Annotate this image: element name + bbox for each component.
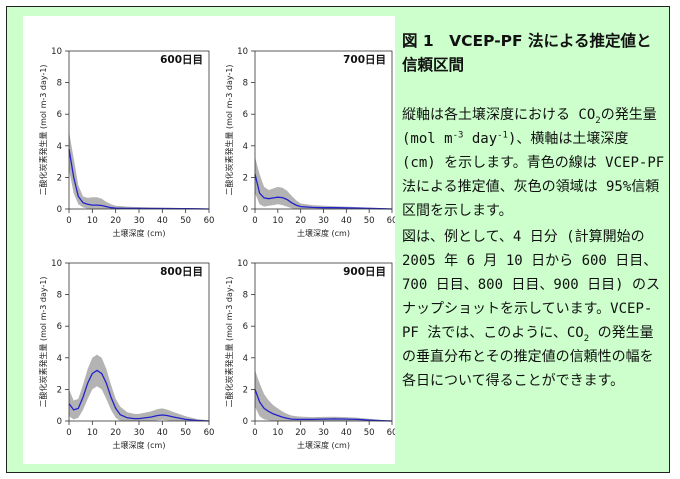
x-tick-label: 40 [341,428,352,438]
estimate-line [68,369,210,422]
x-tick-label: 40 [341,216,352,226]
x-tick-label: 60 [204,216,215,226]
y-tick-label: 4 [243,142,248,152]
y-tick-label: 6 [57,110,62,120]
x-tick-label: 0 [252,428,257,438]
caption-p1-text-d: )、横軸は土壌深度 (cm) を示します。青色の線は VCEP-PF 法による推… [402,131,665,219]
plot-frame [68,50,210,210]
x-tick-label: 10 [272,216,283,226]
x-tick-label: 60 [387,428,395,438]
caption-title: 図 1 VCEP-PF 法による推定値と信頼区間 [402,32,652,74]
confidence-band [69,354,209,421]
chart-panel-3: 0 10 20 30 40 50 60 0 2 4 6 8 10 土壌深度 (cm) 二酸化炭素発生量 (m… [38,259,214,450]
y-tick-label: 8 [57,79,62,89]
y-tick-label: 2 [57,385,62,395]
plot-frame [68,262,210,422]
y-tick-label: 10 [237,259,248,269]
caption-p1-sub-1: 2 [595,115,601,126]
panel-day-label: 900日目 [343,266,386,278]
caption-p1-text-a: 縦軸は各土壌深度における CO [402,107,596,123]
y-tick-label: 4 [57,142,62,152]
chart-panel-4: 0 10 20 30 40 50 60 0 2 4 6 8 10 土壌深度 (cm) 二酸化炭素発生量 (m… [224,259,395,450]
caption-p1-sup-2: -1 [497,130,508,141]
chart-panel-1: 0 10 20 30 40 50 60 0 2 4 6 8 10 土壌深度 (cm) 二酸化炭素発生量 (m… [38,47,214,238]
caption-p1-sup-1: -3 [452,130,464,141]
x-tick-label: 30 [318,428,329,438]
panel-day-label: 700日目 [343,54,386,66]
estimate-line [254,389,393,422]
confidence-band [255,370,392,421]
y-tick-label: 6 [243,110,248,120]
caption-p2-text-b: の発生量の垂直分布とその推定値の信頼性の幅を各日について得ることができます。 [402,325,654,389]
plot-frame [254,262,393,422]
charts-panel: 0 10 20 30 40 50 60 0 2 4 6 8 10 土壌深度 (cm) 二酸化炭素発生量 (m… [23,16,395,464]
x-tick-label: 50 [364,216,375,226]
y-tick-label: 8 [57,291,62,301]
x-tick-label: 30 [134,216,145,226]
x-tick-label: 50 [364,428,375,438]
x-tick-label: 0 [66,216,71,226]
y-tick-label: 10 [51,259,62,269]
x-tick-label: 10 [87,428,98,438]
caption-p1-text-c: day [463,131,498,147]
caption-panel: 図 1 VCEP-PF 法による推定値と信頼区間 縦軸は各土壌深度における CO… [402,29,666,395]
x-tick-label: 0 [66,428,71,438]
x-axis-label: 土壌深度 (cm) [297,440,350,450]
plot-frame [254,50,393,210]
y-tick-label: 0 [243,205,248,215]
y-axis-label: 二酸化炭素発生量 (mol m-3 day-1) [38,276,48,407]
figure-frame: 0 10 20 30 40 50 60 0 2 4 6 8 10 土壌深度 (cm) 二酸化炭素発生量 (m… [6,6,670,473]
caption-paragraph-2: 図は、例として、4 日分 (計算開始の 2005 年 6 月 10 日から 60… [402,225,666,393]
x-tick-label: 60 [387,216,395,226]
x-axis-label: 土壌深度 (cm) [113,440,166,450]
y-tick-label: 0 [57,417,62,427]
y-tick-label: 0 [57,205,62,215]
x-tick-label: 30 [134,428,145,438]
y-tick-label: 4 [57,354,62,364]
x-tick-label: 10 [87,216,98,226]
x-tick-label: 40 [157,216,168,226]
x-tick-label: 50 [180,428,191,438]
x-tick-label: 0 [252,216,257,226]
x-tick-label: 30 [318,216,329,226]
caption-p2-sub-1: 2 [583,333,590,344]
confidence-band [255,156,392,209]
caption-p1-text-b: の発生量 (mol m [402,107,657,147]
panel-day-label: 600日目 [160,54,203,66]
y-axis-label: 二酸化炭素発生量 (mol m-3 day-1) [38,64,48,195]
y-tick-label: 4 [243,354,248,364]
confidence-band [69,131,209,209]
x-tick-label: 20 [295,216,306,226]
x-tick-label: 10 [272,428,283,438]
panel-day-label: 800日目 [160,266,203,278]
chart-panel-2: 0 10 20 30 40 50 60 0 2 4 6 8 10 土壌深度 (cm) 二酸化炭素発生量 (m… [224,47,395,238]
x-tick-label: 20 [110,216,121,226]
y-tick-label: 8 [243,79,248,89]
caption-paragraph-1: 縦軸は各土壌深度における CO2の発生量 (mol m-3 day-1)、横軸は… [402,103,666,223]
y-tick-label: 6 [57,322,62,332]
x-tick-label: 40 [157,428,168,438]
x-tick-label: 20 [295,428,306,438]
y-axis-label: 二酸化炭素発生量 (mol m-3 day-1) [224,276,234,407]
x-tick-label: 20 [110,428,121,438]
y-tick-label: 10 [237,47,248,57]
y-tick-label: 10 [51,47,62,57]
y-tick-label: 2 [57,173,62,183]
x-tick-label: 60 [204,428,215,438]
x-axis-label: 土壌深度 (cm) [297,228,350,238]
y-axis-label: 二酸化炭素発生量 (mol m-3 day-1) [224,64,234,195]
x-axis-label: 土壌深度 (cm) [113,228,166,238]
y-tick-label: 8 [243,291,248,301]
caption-p2-text-a: 図は、例として、4 日分 (計算開始の 2005 年 6 月 10 日から 60… [402,229,661,341]
x-tick-label: 50 [180,216,191,226]
y-tick-label: 6 [243,322,248,332]
y-tick-label: 2 [243,385,248,395]
y-tick-label: 2 [243,173,248,183]
y-tick-label: 0 [243,417,248,427]
estimate-line [254,174,393,210]
